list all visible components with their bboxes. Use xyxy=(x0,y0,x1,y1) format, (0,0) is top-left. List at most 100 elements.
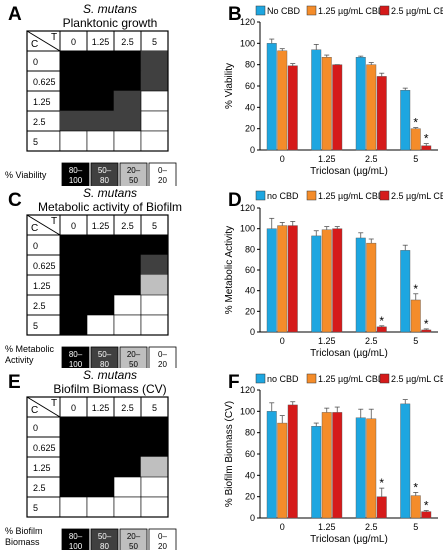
significance-star-b: * xyxy=(424,132,429,146)
heatmap-organism-c: S. mutans xyxy=(83,186,137,200)
row-header-label-c: 0 xyxy=(33,241,38,251)
y-tick-label-d: 60 xyxy=(245,265,255,275)
heatmap-subtitle-e: Biofilm Biomass (CV) xyxy=(53,382,166,396)
heatmap-cell-c xyxy=(113,314,142,336)
bar-f xyxy=(410,495,421,519)
x-tick-label-b: 1.25 xyxy=(318,154,336,164)
legend-swatch-f xyxy=(306,373,317,384)
x-tick-label-d: 2.5 xyxy=(365,336,378,346)
heatmap-cell-e xyxy=(113,416,142,438)
y-tick-label-b: 40 xyxy=(245,102,255,112)
row-header-label-c: 1.25 xyxy=(33,281,51,291)
row-header-label-c: 0.625 xyxy=(33,261,56,271)
y-axis-label-f: % Biofilm Biomass (CV) xyxy=(224,401,235,507)
legend-swatch-b xyxy=(306,5,317,16)
panel-letter-a: A xyxy=(8,4,22,25)
legend-label-d: 1.25 µg/mL CBD xyxy=(318,191,385,201)
heatmap-cell-c xyxy=(140,314,169,336)
heatmap-cell-a xyxy=(59,130,88,152)
y-tick-label-d: 80 xyxy=(245,244,255,254)
heatmap-cell-e xyxy=(113,436,142,458)
legend-bin-label-c: 50– 80 xyxy=(98,350,112,368)
heatmap-cell-a xyxy=(113,110,142,132)
panel-b-bar-chart: B No CBD 1.25 µg/mL CBD 2.5 µg/mL CBD 0 20 40 6… xyxy=(224,4,443,177)
significance-star-b: * xyxy=(413,116,418,130)
heatmap-cell-e xyxy=(140,456,169,478)
y-tick-label-d: 0 xyxy=(250,327,255,337)
col-header-label-e: 1.25 xyxy=(92,403,110,413)
y-tick-label-d: 40 xyxy=(245,286,255,296)
bar-d xyxy=(366,242,377,333)
x-tick-label-f: 2.5 xyxy=(365,522,378,532)
legend-swatch-b xyxy=(255,5,266,16)
heatmap-cell-e xyxy=(86,476,115,498)
legend-bin-label-c: 80– 100 xyxy=(69,350,83,368)
heatmap-cell-e xyxy=(140,416,169,438)
heatmap-cell-c xyxy=(113,274,142,296)
legend-bin-label-a: 20– 50 xyxy=(127,166,141,185)
bar-d xyxy=(321,229,332,333)
panel-letter-f: F xyxy=(228,372,240,393)
bar-f xyxy=(321,412,332,519)
col-header-label-e: 5 xyxy=(152,403,157,413)
y-tick-label-f: 100 xyxy=(240,406,255,416)
col-header-label-e: 0 xyxy=(71,403,76,413)
col-header-label-c: 2.5 xyxy=(121,221,134,231)
significance-star-f: * xyxy=(413,480,418,494)
heatmap-subtitle-c: Metabolic activity of Biofilm xyxy=(38,200,182,214)
heatmap-cell-c xyxy=(140,294,169,316)
heatmap-cell-e xyxy=(140,496,169,518)
col-axis-label-a: T xyxy=(51,32,57,43)
col-axis-label-c: T xyxy=(51,216,57,227)
x-tick-label-b: 0 xyxy=(280,154,285,164)
legend-swatch-e xyxy=(119,528,148,554)
y-tick-label-d: 20 xyxy=(245,306,255,316)
heatmap-cell-a xyxy=(140,130,169,152)
bar-b xyxy=(311,49,322,151)
col-header-label-a: 0 xyxy=(71,37,76,47)
bar-f xyxy=(332,412,343,519)
panel-letter-c: C xyxy=(8,190,22,211)
col-header-label-a: 1.25 xyxy=(92,37,110,47)
bar-d xyxy=(400,250,411,333)
y-tick-label-f: 40 xyxy=(245,470,255,480)
row-header-cell-a xyxy=(26,50,61,72)
bar-b xyxy=(287,65,298,151)
significance-star-d: * xyxy=(379,314,384,328)
heatmap-cell-e xyxy=(140,476,169,498)
panel-letter-b: B xyxy=(228,4,242,25)
significance-star-d: * xyxy=(424,317,429,331)
heatmap-cell-a xyxy=(86,50,115,72)
legend-title-a: % Viability xyxy=(5,170,47,180)
heatmap-organism-a: S. mutans xyxy=(83,2,137,16)
bar-f xyxy=(287,404,298,519)
col-header-label-c: 0 xyxy=(71,221,76,231)
heatmap-cell-e xyxy=(59,456,88,478)
col-header-label-e: 2.5 xyxy=(121,403,134,413)
bar-d xyxy=(355,237,366,333)
legend-swatch-e xyxy=(90,528,119,554)
legend-label-d: 2.5 µg/mL CBD xyxy=(391,191,443,201)
bar-f xyxy=(366,418,377,519)
heatmap-cell-a xyxy=(86,110,115,132)
row-header-label-c: 2.5 xyxy=(33,301,46,311)
x-tick-label-f: 0 xyxy=(280,522,285,532)
heatmap-cell-c xyxy=(59,254,88,276)
y-tick-label-b: 100 xyxy=(240,38,255,48)
y-tick-label-b: 80 xyxy=(245,60,255,70)
heatmap-cell-e xyxy=(86,456,115,478)
legend-swatch-f xyxy=(255,373,266,384)
bar-f xyxy=(376,496,387,519)
heatmap-cell-e xyxy=(59,436,88,458)
heatmap-cell-e xyxy=(113,496,142,518)
legend-bin-label-e: 20– 50 xyxy=(127,532,141,550)
heatmap-cell-c xyxy=(59,234,88,256)
x-axis-label-f: Triclosan (µg/mL) xyxy=(310,534,388,545)
heatmap-cell-e xyxy=(59,416,88,438)
heatmap-cell-e xyxy=(59,476,88,498)
legend-swatch-e xyxy=(148,528,177,554)
bar-d xyxy=(410,299,421,333)
heatmap-cell-c xyxy=(59,274,88,296)
y-tick-label-f: 80 xyxy=(245,428,255,438)
